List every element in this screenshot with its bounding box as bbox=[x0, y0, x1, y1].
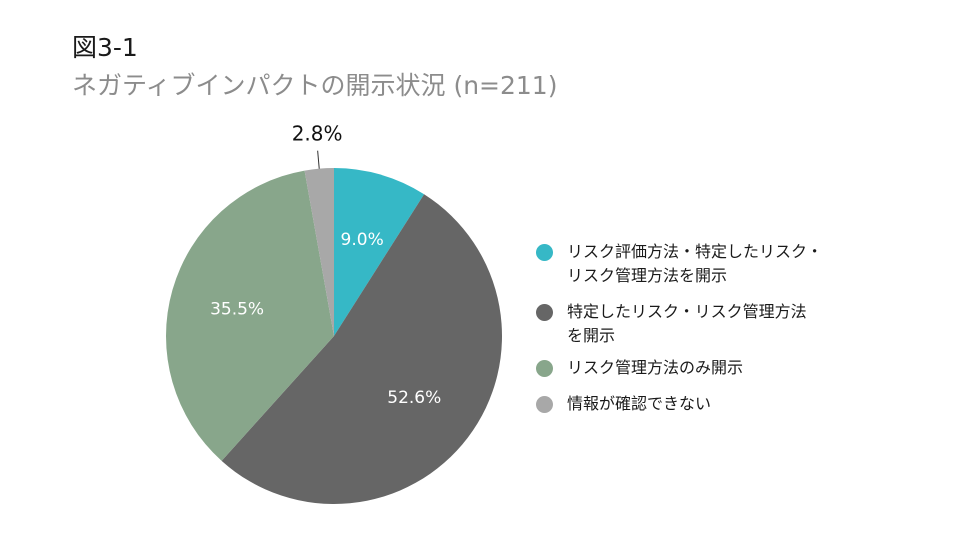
legend-item-2: リスク管理方法のみ開示 bbox=[536, 356, 743, 380]
legend-item-3: 情報が確認できない bbox=[536, 392, 711, 416]
legend-item-0: リスク評価方法・特定したリスク・ リスク管理方法を開示 bbox=[536, 240, 823, 288]
pie-slice-3 bbox=[304, 168, 334, 336]
legend-swatch-3 bbox=[536, 396, 553, 413]
legend-label-2: リスク管理方法のみ開示 bbox=[567, 358, 744, 377]
pie-slice-2 bbox=[166, 170, 334, 461]
legend-swatch-1 bbox=[536, 304, 553, 321]
slice-label-1: 52.6% bbox=[387, 388, 441, 408]
slice-label-0: 9.0% bbox=[341, 230, 384, 250]
legend-label-1: 特定したリスク・リスク管理方法 を開示 bbox=[567, 302, 807, 345]
legend-swatch-2 bbox=[536, 360, 553, 377]
slice-leader-3 bbox=[317, 150, 320, 169]
legend-label-0: リスク評価方法・特定したリスク・ リスク管理方法を開示 bbox=[567, 242, 823, 285]
legend-label-3: 情報が確認できない bbox=[567, 394, 712, 413]
legend-item-1: 特定したリスク・リスク管理方法 を開示 bbox=[536, 300, 807, 348]
legend-swatch-0 bbox=[536, 244, 553, 261]
slice-label-2: 35.5% bbox=[210, 299, 264, 319]
chart-title: ネガティブインパクトの開示状況 (n=211) bbox=[72, 71, 558, 100]
figure-label: 図3-1 bbox=[72, 33, 138, 62]
pie-slice-1 bbox=[221, 194, 503, 505]
slice-label-3: 2.8% bbox=[292, 122, 343, 146]
pie-slice-0 bbox=[334, 168, 425, 336]
